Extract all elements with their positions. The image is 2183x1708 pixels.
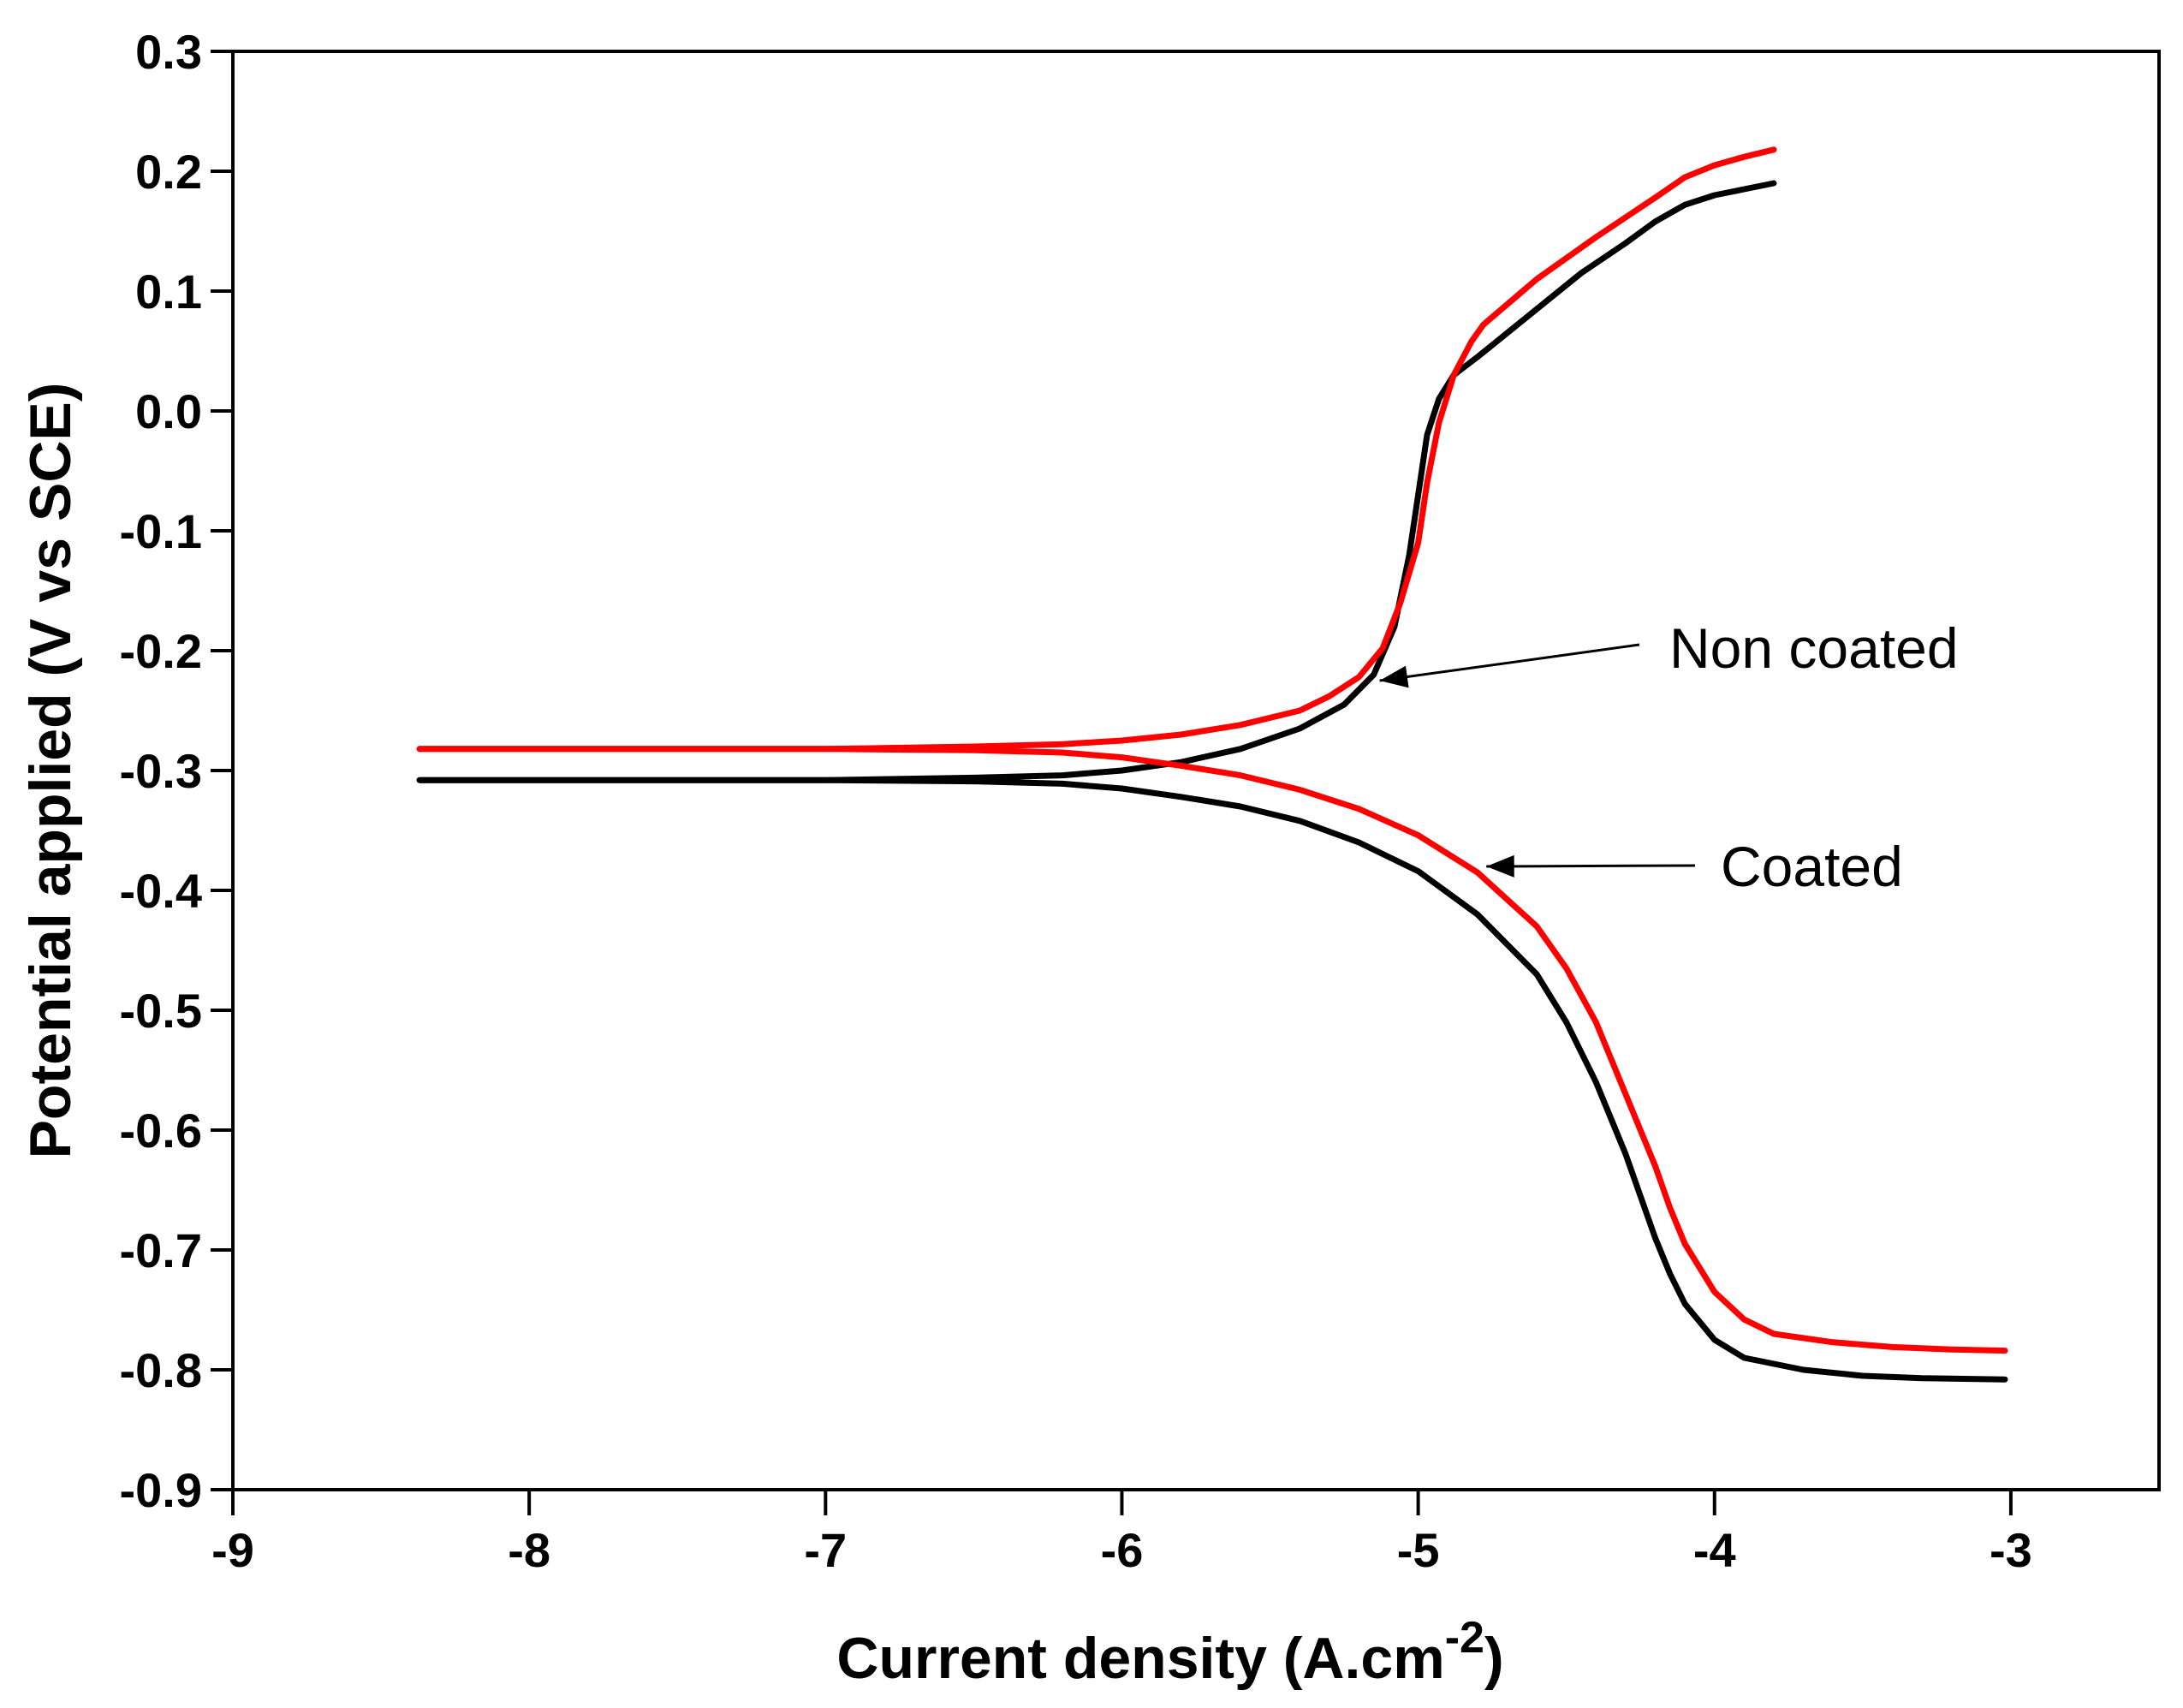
x-axis: -9 -8 -7 -6 -5 -4 -3 bbox=[211, 1490, 2032, 1577]
annotation-coated: Coated bbox=[1721, 835, 1903, 898]
y-tick-label: -0.2 bbox=[120, 624, 203, 678]
y-tick-label: -0.3 bbox=[120, 744, 203, 798]
y-tick-label: -0.9 bbox=[120, 1463, 203, 1517]
x-axis-title: Current density (A.cm-2) bbox=[836, 1613, 1503, 1691]
y-tick-label: -0.1 bbox=[120, 504, 203, 558]
x-tick-label: -4 bbox=[1693, 1523, 1736, 1577]
y-tick-label: 0.1 bbox=[135, 265, 202, 318]
series-coated-anodic-line bbox=[416, 146, 1777, 753]
y-tick-label: -0.8 bbox=[120, 1343, 203, 1397]
y-tick-label: 0.3 bbox=[135, 25, 202, 79]
x-tick-label: -9 bbox=[211, 1523, 254, 1577]
x-tick-label: -7 bbox=[804, 1523, 847, 1577]
x-tick-label: -3 bbox=[1990, 1523, 2032, 1577]
y-axis: 0.3 0.2 0.1 0.0 -0.1 -0.2 -0.3 -0.4 -0.5 -0.6 -0.7… bbox=[120, 25, 233, 1517]
annotation-non-coated: Non coated bbox=[1669, 616, 1959, 680]
series-layer bbox=[416, 146, 2008, 1383]
x-tick-label: -6 bbox=[1101, 1523, 1144, 1577]
series-non-coated-cathodic-line bbox=[416, 777, 2008, 1383]
series-non-coated-anodic-line bbox=[416, 180, 1777, 783]
annotation-arrow-non-coated bbox=[1379, 643, 1640, 688]
y-tick-label: -0.5 bbox=[120, 984, 203, 1038]
y-tick-label: 0.2 bbox=[135, 145, 202, 199]
x-tick-label: -5 bbox=[1397, 1523, 1440, 1577]
y-axis-title: Potential applied (V vs SCE) bbox=[18, 383, 83, 1159]
series-coated-cathodic-line bbox=[416, 746, 2008, 1354]
x-axis-title-close: ) bbox=[1484, 1626, 1504, 1691]
x-axis-title-superscript: -2 bbox=[1445, 1613, 1484, 1663]
y-tick-label: -0.6 bbox=[120, 1104, 203, 1158]
y-tick-label: -0.7 bbox=[120, 1223, 203, 1277]
y-tick-label: 0.0 bbox=[135, 384, 202, 438]
x-tick-label: -8 bbox=[508, 1523, 550, 1577]
x-axis-title-main: Current density (A.cm bbox=[836, 1626, 1444, 1691]
annotation-layer: Non coated Coated bbox=[1379, 616, 1959, 898]
y-tick-label: -0.4 bbox=[120, 864, 203, 918]
